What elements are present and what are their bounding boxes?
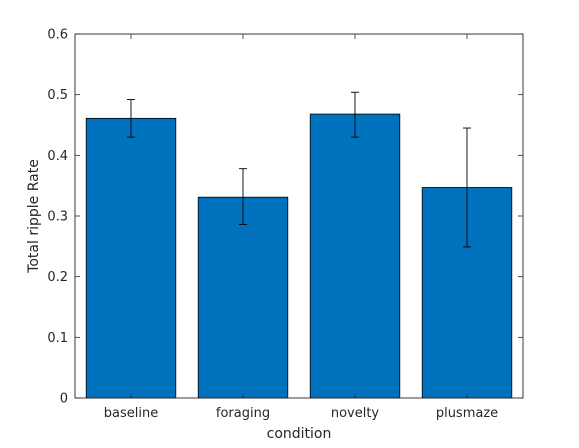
y-axis-label: Total ripple Rate	[26, 159, 42, 274]
x-tick-label-foraging: foraging	[216, 406, 270, 421]
bar-baseline	[85, 117, 177, 399]
y-tick-label: 0.4	[47, 149, 68, 164]
x-axis-label: condition	[267, 426, 332, 442]
y-tick-label: 0	[60, 392, 68, 407]
y-tick-label: 0.6	[47, 28, 68, 43]
x-tick-label-plusmaze: plusmaze	[436, 406, 498, 421]
y-tick-label: 0.5	[47, 88, 68, 103]
x-tick-label-novelty: novelty	[331, 406, 380, 421]
bar-foraging	[197, 196, 289, 399]
y-tick-label: 0.1	[47, 331, 68, 346]
y-tick-label: 0.2	[47, 270, 68, 285]
y-tick-label: 0.3	[47, 210, 68, 225]
x-tick-label-baseline: baseline	[104, 406, 158, 421]
plot-area: 0 0.1 0.2 0.3 0.4 0.5 0.6 baseline foraging novel…	[47, 28, 524, 421]
bar-novelty	[309, 113, 401, 399]
